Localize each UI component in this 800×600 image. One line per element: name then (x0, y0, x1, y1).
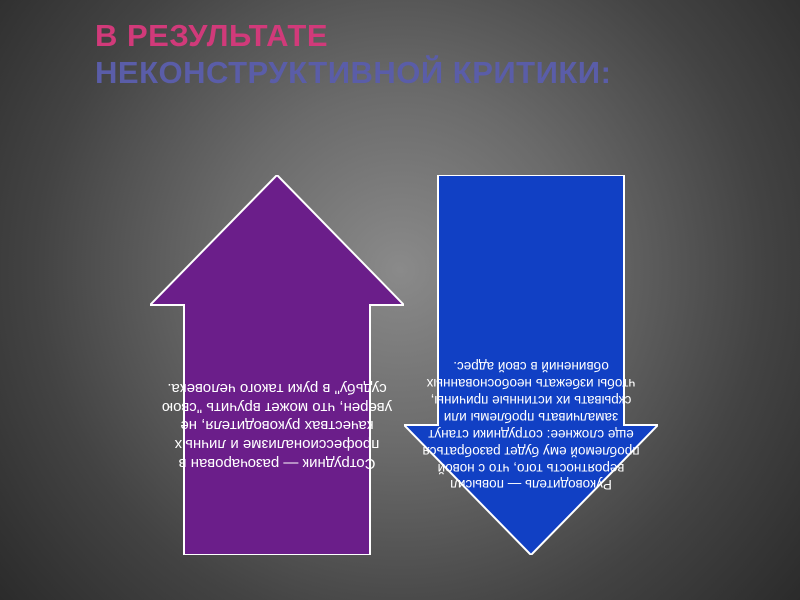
arrows-diagram: Сотрудник — разочарован в профессионализ… (0, 155, 800, 575)
title-line-1: В РЕЗУЛЬТАТЕ (95, 18, 611, 55)
arrow-right: Руководитель — повысил вероятность того,… (404, 175, 658, 555)
arrow-right-text: Руководитель — повысил вероятность того,… (410, 320, 652, 530)
arrow-left: Сотрудник — разочарован в профессионализ… (150, 175, 404, 555)
slide-title: В РЕЗУЛЬТАТЕ НЕКОНСТРУКТИВНОЙ КРИТИКИ: (95, 18, 611, 91)
arrow-left-text: Сотрудник — разочарован в профессионализ… (156, 320, 398, 530)
title-line-2: НЕКОНСТРУКТИВНОЙ КРИТИКИ: (95, 55, 611, 92)
